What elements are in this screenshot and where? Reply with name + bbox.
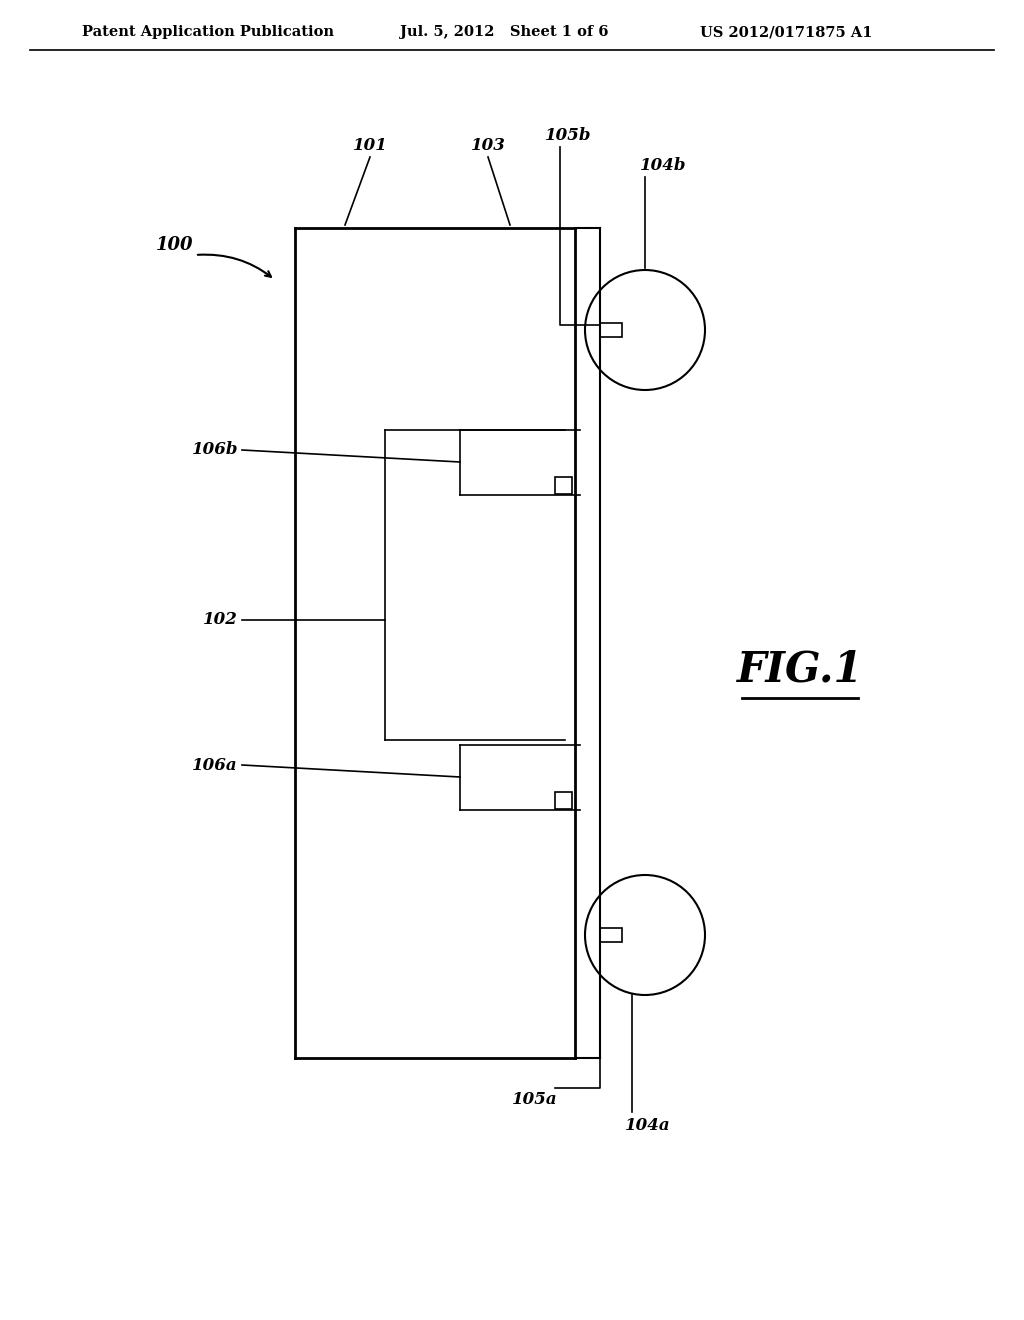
- Bar: [555, 792, 572, 809]
- Bar: [555, 477, 572, 494]
- Text: 105a: 105a: [512, 1092, 558, 1109]
- Text: 104b: 104b: [640, 157, 686, 173]
- Text: Patent Application Publication: Patent Application Publication: [82, 25, 334, 40]
- Text: 106b: 106b: [191, 441, 238, 458]
- Text: Jul. 5, 2012   Sheet 1 of 6: Jul. 5, 2012 Sheet 1 of 6: [400, 25, 608, 40]
- Text: 103: 103: [471, 136, 506, 153]
- Text: 101: 101: [352, 136, 387, 153]
- Text: 102: 102: [203, 611, 238, 628]
- Text: 104a: 104a: [625, 1117, 671, 1134]
- Text: 100: 100: [157, 236, 194, 253]
- Text: FIG.1: FIG.1: [736, 649, 863, 690]
- Bar: [600, 928, 622, 942]
- Bar: [600, 323, 622, 337]
- Text: 106a: 106a: [193, 756, 238, 774]
- Text: US 2012/0171875 A1: US 2012/0171875 A1: [700, 25, 872, 40]
- Text: 105b: 105b: [545, 127, 592, 144]
